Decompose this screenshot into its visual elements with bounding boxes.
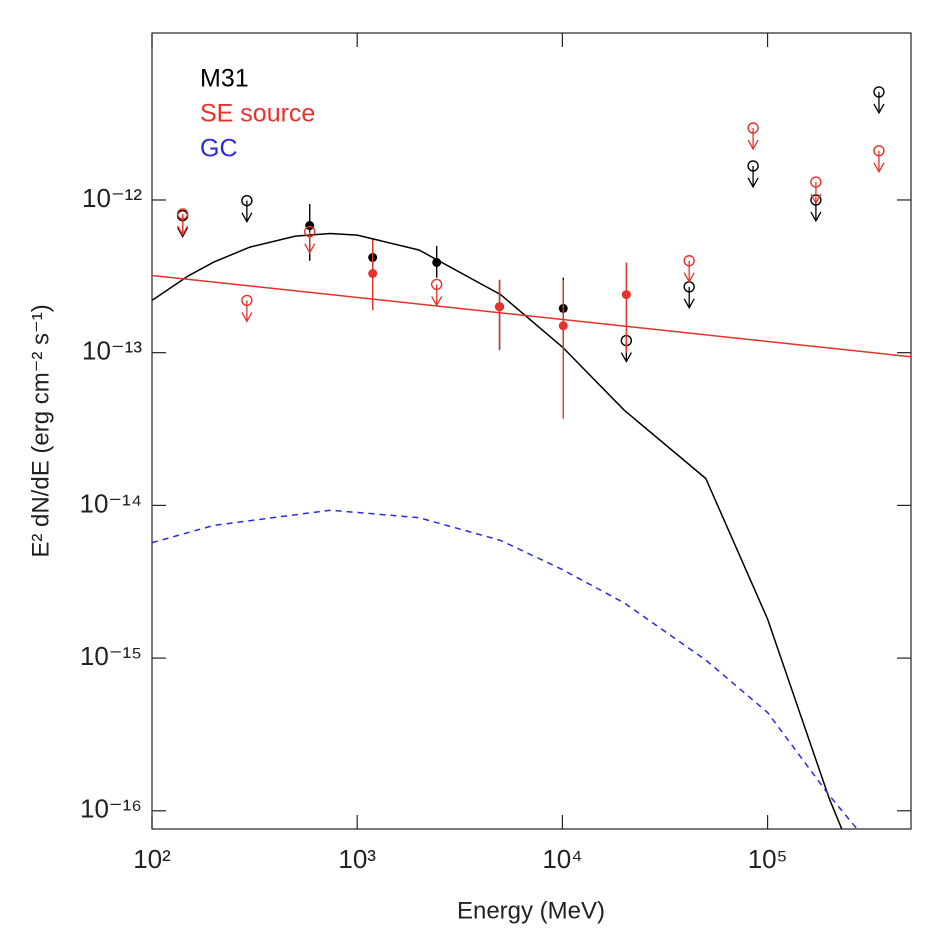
limit-arrow-head xyxy=(620,352,632,363)
data-point xyxy=(558,321,568,331)
limit-arrow-head xyxy=(683,272,695,284)
limit-arrow-head xyxy=(810,211,822,223)
data-point xyxy=(621,290,631,300)
data-point xyxy=(432,257,442,267)
x-tick-label: 10³ xyxy=(338,844,376,874)
y-tick-label: 10⁻¹² xyxy=(82,183,142,213)
limit-arrow-head xyxy=(810,193,822,205)
limit-arrow-head xyxy=(241,212,253,223)
legend-entry: GC xyxy=(200,135,238,163)
limit-arrow-head xyxy=(177,227,189,238)
upper-limit xyxy=(747,160,759,172)
data-point xyxy=(368,268,378,278)
limit-arrow-head xyxy=(747,139,759,151)
upper-limit xyxy=(873,86,885,98)
limit-arrow-head xyxy=(304,243,316,255)
x-tick-label: 10⁴ xyxy=(542,844,582,874)
y-axis-label: E² dN/dE (erg cm⁻² s⁻¹) xyxy=(27,304,54,557)
y-tick-label: 10⁻¹⁴ xyxy=(80,488,142,518)
y-tick-label: 10⁻¹³ xyxy=(82,336,142,366)
data-point xyxy=(495,302,505,312)
upper-limit xyxy=(810,176,822,188)
model-curve xyxy=(152,509,858,829)
upper-limit xyxy=(304,225,316,238)
upper-limit xyxy=(683,255,695,267)
x-tick-label: 10² xyxy=(133,844,171,874)
limit-arrow-head xyxy=(683,298,695,310)
upper-limit xyxy=(176,208,189,220)
y-tick-label: 10⁻¹⁶ xyxy=(80,794,142,824)
upper-limit xyxy=(747,122,759,134)
upper-limit xyxy=(430,278,443,291)
model-curve xyxy=(152,232,843,829)
y-tick-label: 10⁻¹⁵ xyxy=(80,641,142,671)
x-axis-label: Energy (MeV) xyxy=(457,897,605,924)
limit-arrow-head xyxy=(431,296,443,307)
model-curve xyxy=(152,274,911,358)
plot-frame xyxy=(151,32,912,830)
limit-arrow-head xyxy=(177,225,189,237)
upper-limit xyxy=(241,294,253,307)
limit-arrow-head xyxy=(873,162,885,174)
upper-limit xyxy=(241,194,253,207)
upper-limit xyxy=(873,145,885,157)
limit-arrow-head xyxy=(747,177,759,189)
limit-arrow-head xyxy=(241,312,253,323)
plot-area xyxy=(152,86,911,829)
legend-entry: M31 xyxy=(200,65,249,93)
x-tick-label: 10⁵ xyxy=(748,844,788,874)
limit-arrow-head xyxy=(873,103,885,115)
legend-entry: SE source xyxy=(200,100,315,128)
